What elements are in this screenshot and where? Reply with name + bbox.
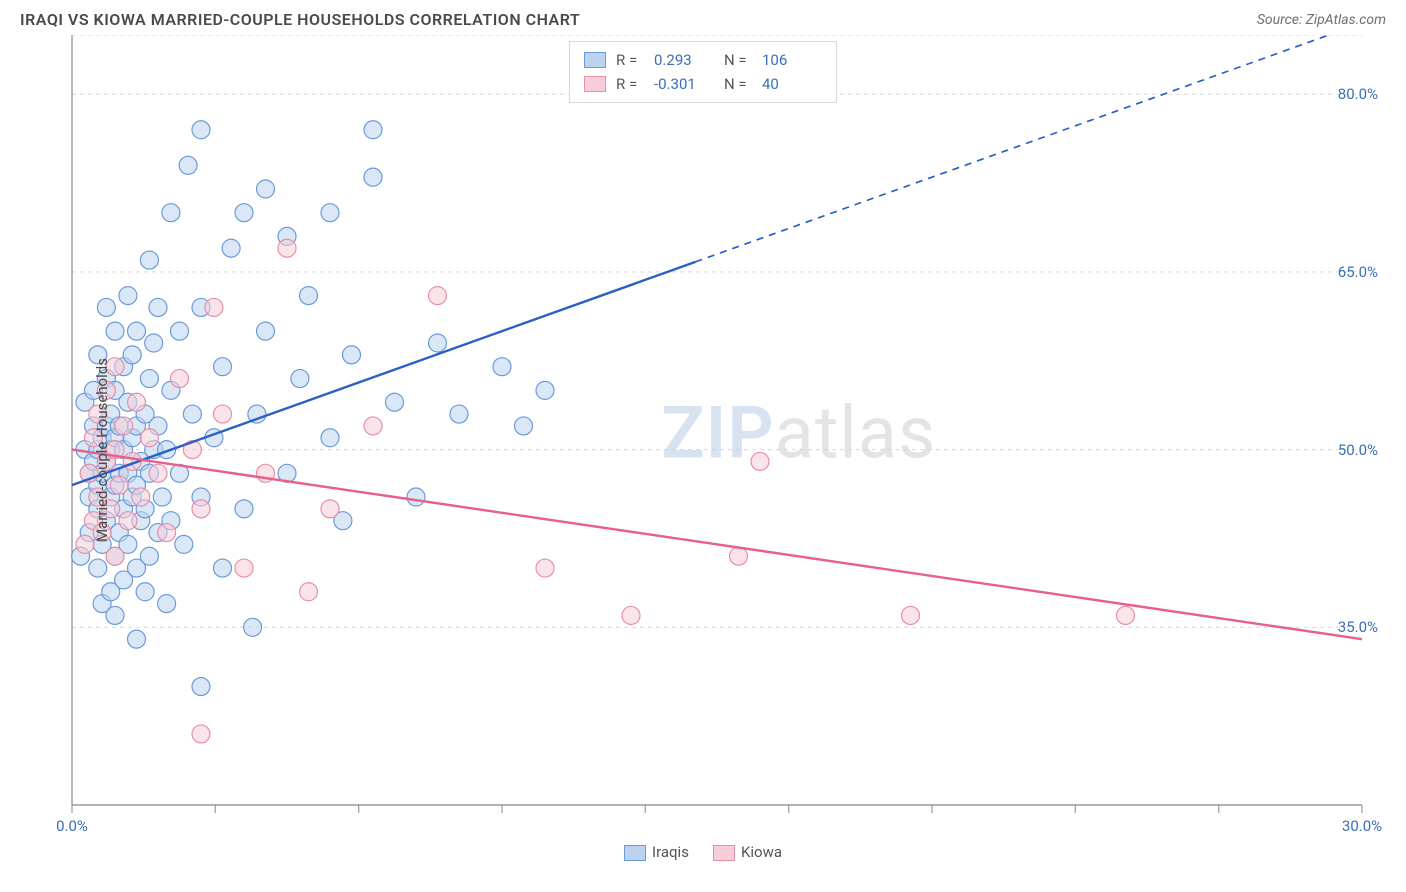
series-legend: Iraqis Kiowa [624, 843, 782, 861]
legend-swatch [713, 845, 735, 861]
legend-n-label: N = [724, 72, 752, 96]
chart-title: IRAQI VS KIOWA MARRIED-COUPLE HOUSEHOLDS… [20, 10, 580, 29]
legend-r-value: 0.293 [654, 48, 714, 72]
chart-header: IRAQI VS KIOWA MARRIED-COUPLE HOUSEHOLDS… [0, 0, 1406, 35]
legend-swatch [584, 76, 606, 92]
legend-r-value: -0.301 [654, 72, 714, 96]
legend-swatch [584, 52, 606, 68]
chart-container: Married-couple Households ZIPatlas R =0.… [20, 35, 1386, 865]
y-tick-label: 35.0% [1338, 618, 1378, 636]
y-axis-label: Married-couple Households [93, 358, 111, 542]
legend-n-value: 40 [762, 72, 822, 96]
legend-r-label: R = [616, 72, 644, 96]
legend-n-label: N = [724, 48, 752, 72]
source-label: Source: ZipAtlas.com [1257, 12, 1386, 28]
x-tick-label: 30.0% [1342, 817, 1382, 835]
series-legend-label: Iraqis [652, 843, 689, 861]
series-legend-item: Kiowa [713, 843, 782, 861]
x-tick-label: 0.0% [56, 817, 88, 835]
legend-n-value: 106 [762, 48, 822, 72]
legend-row: R = 0.293 N = 106 [584, 48, 822, 72]
correlation-legend: R = 0.293 N = 106 R = -0.301 N = 40 [569, 41, 837, 103]
series-legend-item: Iraqis [624, 843, 689, 861]
legend-r-label: R = [616, 48, 644, 72]
y-tick-label: 50.0% [1338, 441, 1378, 459]
scatter-chart [20, 35, 1386, 865]
legend-swatch [624, 845, 646, 861]
y-tick-label: 80.0% [1338, 85, 1378, 103]
legend-row: R = -0.301 N = 40 [584, 72, 822, 96]
y-tick-label: 65.0% [1338, 263, 1378, 281]
series-legend-label: Kiowa [741, 843, 782, 861]
